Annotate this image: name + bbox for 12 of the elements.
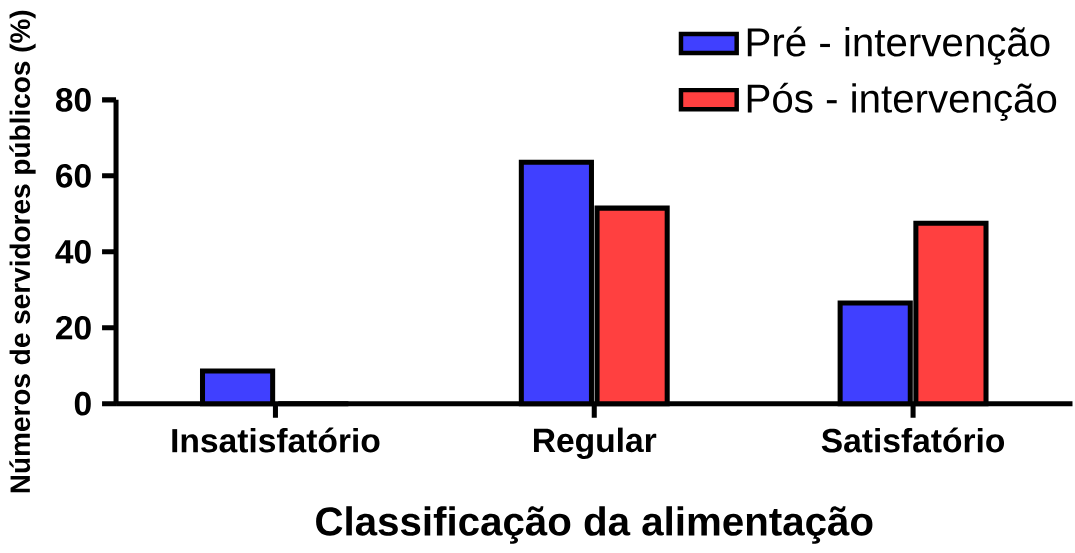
y-tick-label: 20 (56, 315, 91, 340)
x-axis-title: Classificação da alimentação (316, 506, 873, 544)
y-tick-label: 60 (56, 163, 91, 188)
x-tick-label: Regular (534, 427, 657, 459)
x-tick-label: Satisfatório (821, 427, 1005, 453)
legend-label: Pós - intervenção (747, 82, 1057, 121)
x-tick-label: Insatisfatório (172, 427, 380, 453)
y-tick-label: 0 (74, 391, 91, 416)
y-tick-label: 40 (55, 239, 91, 264)
y-axis-title: Números de servidores públicos (%) (9, 10, 36, 493)
y-tick-label: 80 (55, 87, 91, 112)
legend-label: Pré - intervenção (747, 26, 1050, 65)
